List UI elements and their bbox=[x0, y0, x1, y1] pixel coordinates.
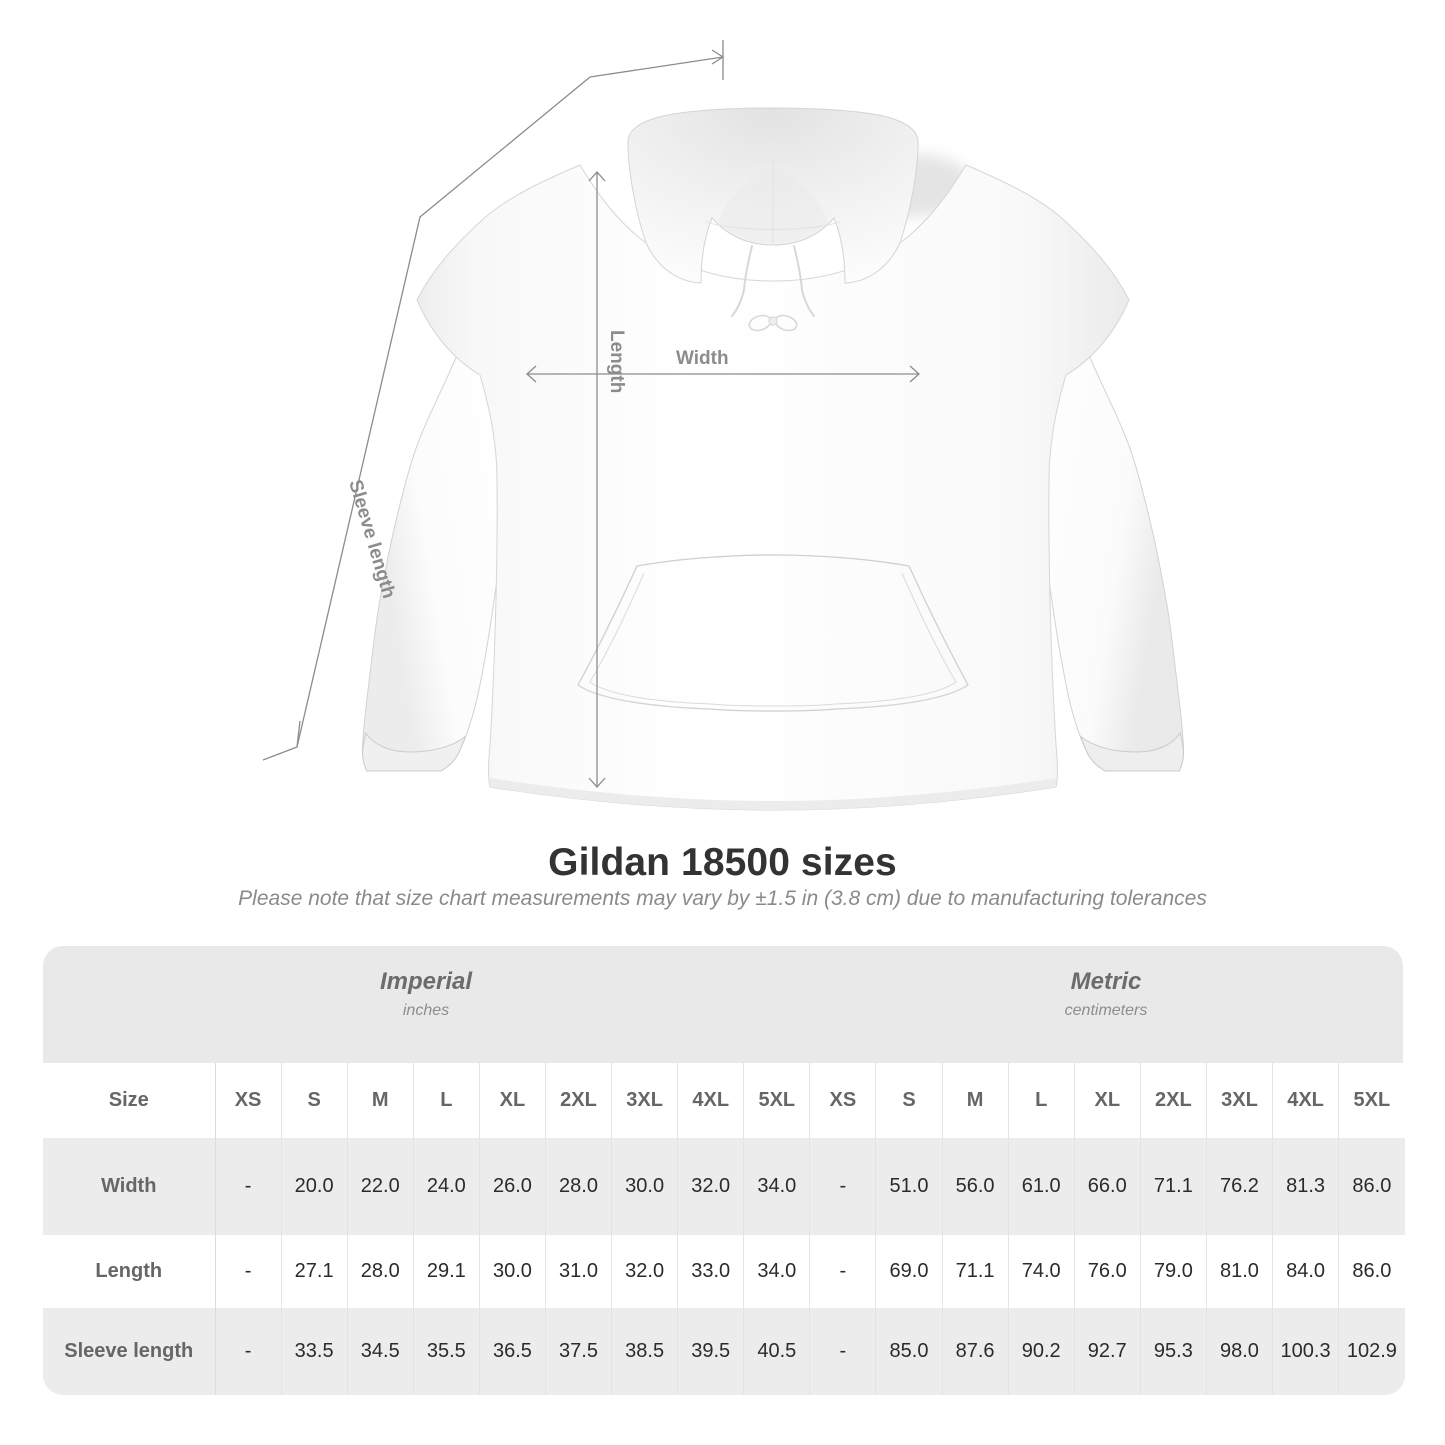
svg-text:Length: Length bbox=[606, 330, 627, 393]
svg-text:Width: Width bbox=[676, 348, 729, 369]
svg-text:Sleeve length: Sleeve length bbox=[344, 477, 399, 600]
